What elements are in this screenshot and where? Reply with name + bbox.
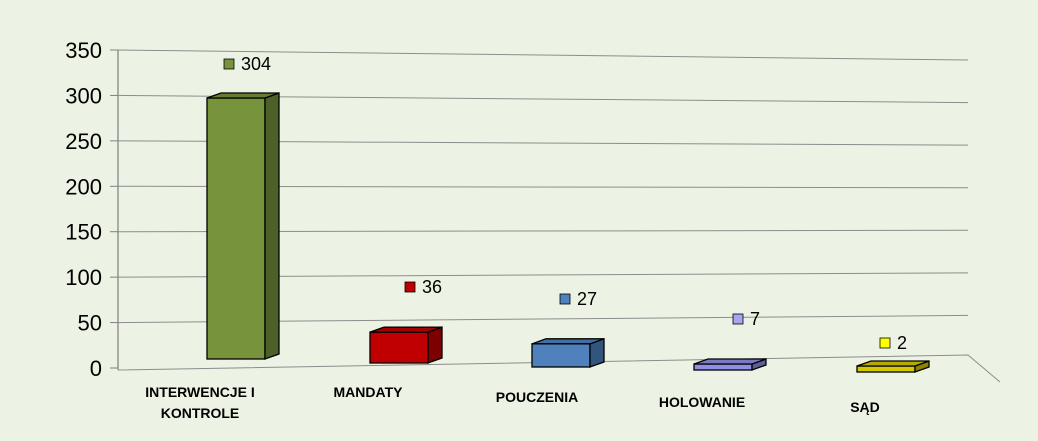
bars-layer [206,92,930,373]
bar [369,326,443,364]
bar [531,337,605,368]
bar-chart: 0 50 100 150 200 250 300 350 304 36 27 7 2 INTERWEN… [65,38,1001,421]
value-label-marker [223,58,235,70]
value-labels-layer: 304 36 27 7 2 [223,54,907,353]
bar-front [693,363,753,371]
value-label: 2 [897,333,907,353]
y-tick-label: 150 [65,220,102,245]
bar-side [427,326,443,364]
value-label: 304 [241,54,271,74]
category-label: MANDATY [334,384,404,400]
category-label: INTERWENCJE I [145,384,254,400]
value-label-marker [879,337,891,349]
value-label-marker [559,293,571,305]
y-tick-label: 350 [65,38,102,63]
y-tick-label: 300 [65,83,102,108]
bar [206,92,280,360]
bar-top [531,338,605,345]
value-label: 7 [750,309,760,329]
bar-front [206,97,266,360]
bar-front [856,365,916,373]
bar [856,360,930,373]
bar [693,358,767,371]
chart-container: 0 50 100 150 200 250 300 350 304 36 27 7 2 INTERWEN… [10,10,1027,430]
category-label: POUCZENIA [496,389,578,405]
gridline [117,49,969,61]
category-labels-layer: INTERWENCJE I KONTROLE MANDATY POUCZENIA HOL… [145,384,880,421]
bar-top [856,360,930,367]
bar-top [693,358,767,365]
y-axis-ticks: 0 50 100 150 200 250 300 350 [65,38,118,381]
value-label-marker [404,281,416,293]
bar-top [206,92,280,99]
category-label: SĄD [850,399,880,415]
bar-top [369,326,443,333]
y-tick-label: 0 [90,356,102,381]
floor-edge [117,354,1001,383]
bar-front [369,331,429,364]
bar-side [264,92,280,360]
y-tick-label: 250 [65,129,102,154]
y-tick-label: 50 [78,311,102,336]
value-label: 27 [577,289,597,309]
category-label: HOLOWANIE [659,394,745,410]
y-tick-label: 100 [65,265,102,290]
y-tick-label: 200 [65,174,102,199]
category-label: KONTROLE [161,405,240,421]
value-label: 36 [422,277,442,297]
bar-front [531,343,591,368]
value-label-marker [732,313,744,325]
